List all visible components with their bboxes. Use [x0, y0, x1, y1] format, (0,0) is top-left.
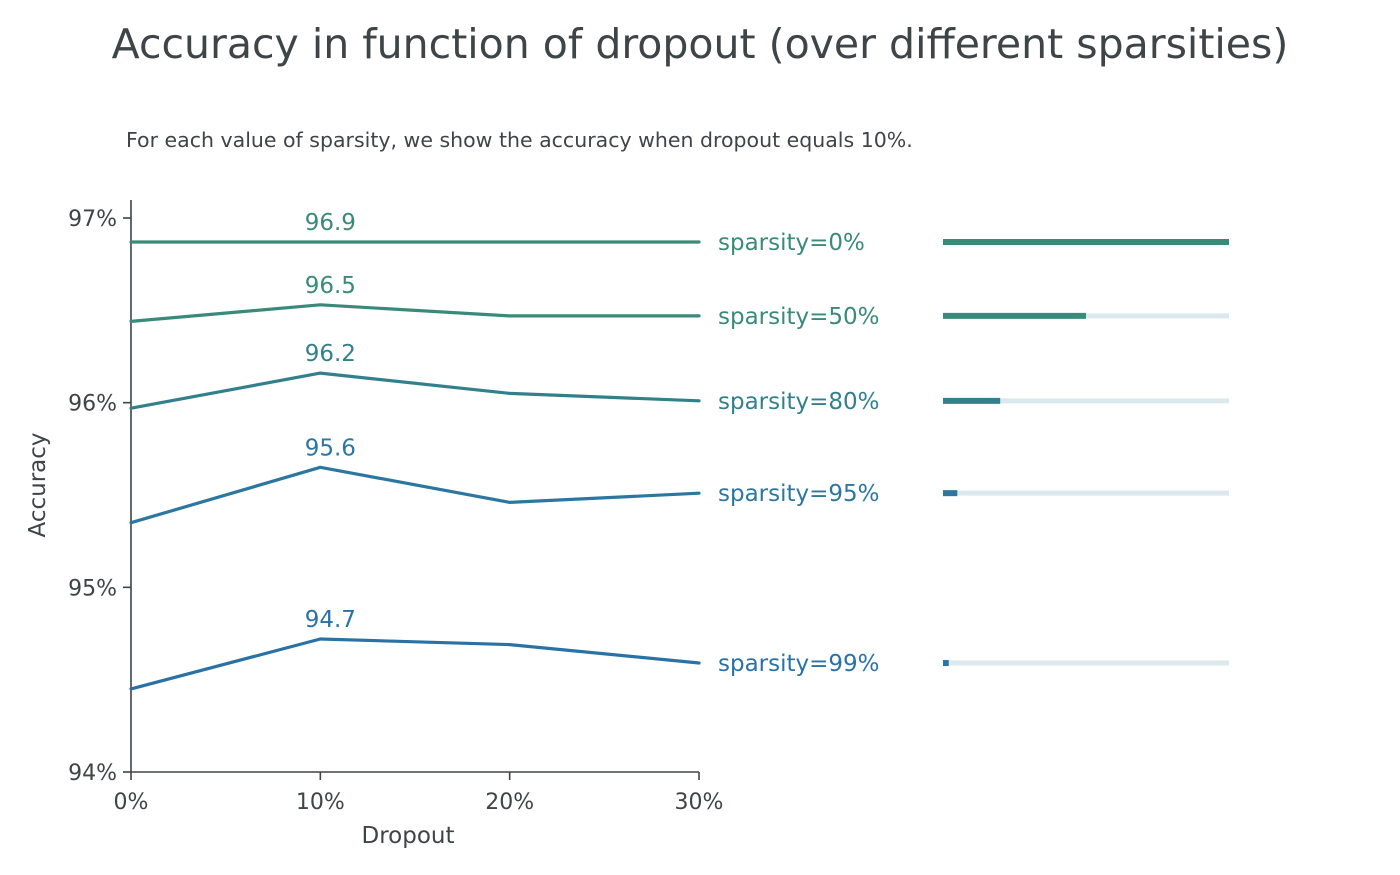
series-label: sparsity=99%: [718, 651, 880, 677]
data-label: 95.6: [305, 435, 356, 461]
y-axis-label: Accuracy: [25, 432, 51, 537]
density-bars: [943, 239, 1229, 667]
data-label: 96.5: [305, 273, 356, 299]
y-tick-label: 96%: [68, 392, 117, 417]
x-tick-label: 0%: [114, 790, 149, 815]
y-tick-label: 97%: [68, 207, 117, 232]
data-label: 96.9: [305, 210, 356, 236]
y-tick-label: 94%: [68, 761, 117, 786]
series-label: sparsity=80%: [718, 389, 880, 415]
x-tick-label: 20%: [485, 790, 534, 815]
series-group: 96.9 sparsity=0% 96.5 sparsity=50% 96.2 spars…: [129, 210, 880, 691]
series-line: [129, 465, 701, 525]
series-line: [129, 303, 701, 323]
data-label: 96.2: [305, 341, 356, 367]
x-tick-label: 10%: [296, 790, 345, 815]
axes: 94% 95% 96% 97% 0% 10% 20% 30% Dropout Accuracy: [25, 200, 723, 849]
series-label: sparsity=0%: [718, 230, 865, 256]
series-line: [129, 637, 701, 691]
series-line: [129, 371, 701, 410]
x-tick-label: 30%: [675, 790, 724, 815]
y-tick-label: 95%: [68, 576, 117, 601]
series-label: sparsity=95%: [718, 481, 880, 507]
x-axis-label: Dropout: [362, 823, 455, 849]
data-label: 94.7: [305, 607, 356, 633]
chart-title: Accuracy in function of dropout (over di…: [111, 20, 1289, 68]
series-label: sparsity=50%: [718, 304, 880, 330]
chart-subtitle: For each value of sparsity, we show the …: [126, 128, 913, 152]
